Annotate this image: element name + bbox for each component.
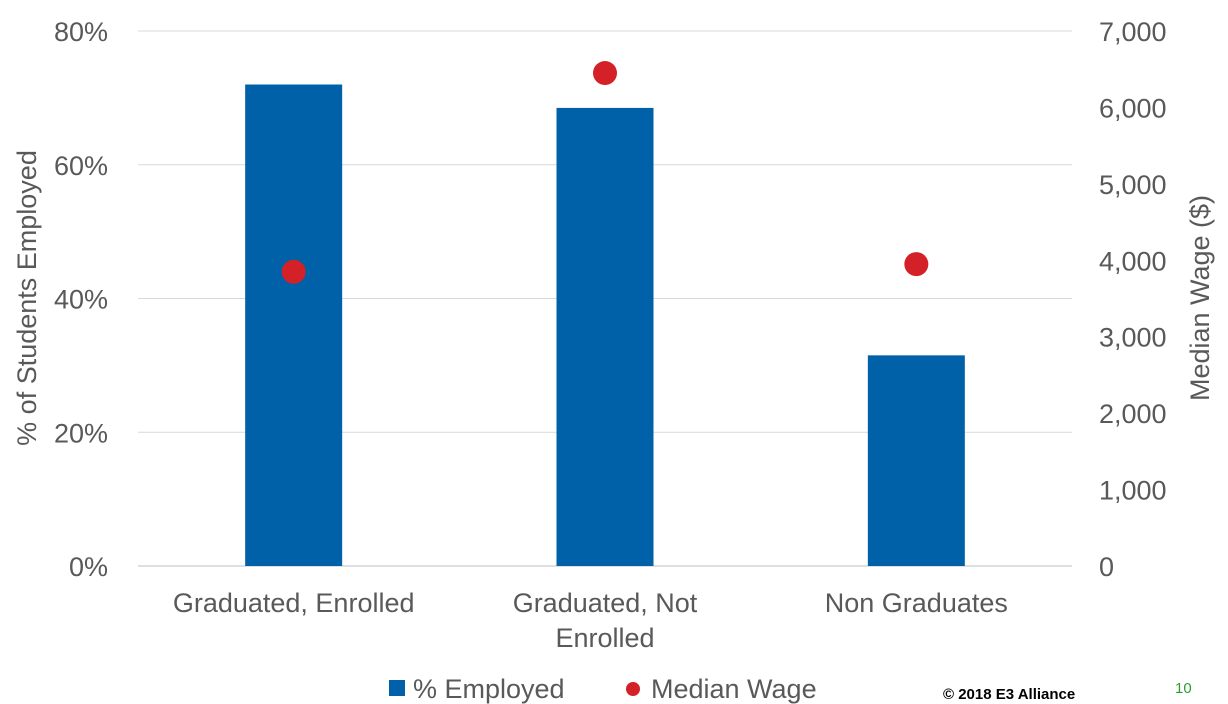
left-axis-tick-label: 40% <box>54 285 108 315</box>
legend-swatch-employed <box>389 680 405 696</box>
point-median-wage <box>281 259 306 284</box>
legend-marker-median-wage <box>626 682 640 696</box>
category-label-line: Graduated, Not <box>513 588 698 618</box>
wage-points <box>281 61 929 284</box>
right-axis-tick-label: 6,000 <box>1099 93 1167 123</box>
category-label-line: Non Graduates <box>825 588 1008 618</box>
right-axis-tick-label: 1,000 <box>1099 476 1167 506</box>
legend-label-employed: % Employed <box>413 674 565 704</box>
category-label: Graduated, Enrolled <box>173 588 415 618</box>
right-axis-title: Median Wage ($) <box>1185 195 1215 401</box>
legend-label-median-wage: Median Wage <box>651 674 817 704</box>
category-label: Non Graduates <box>825 588 1008 618</box>
bar-employed <box>867 355 965 566</box>
left-axis-tick-label: 0% <box>69 552 108 582</box>
left-axis-tick-label: 80% <box>54 17 108 47</box>
category-labels: Graduated, Enrolled Graduated, Not Enrolle… <box>173 588 1008 653</box>
point-median-wage <box>593 61 617 86</box>
right-axis-tick-label: 3,000 <box>1099 323 1167 353</box>
category-label-line: Enrolled <box>555 623 654 653</box>
right-axis-tick-label: 2,000 <box>1099 399 1167 429</box>
left-axis-title: % of Students Employed <box>12 150 42 446</box>
category-label-line: Graduated, Enrolled <box>173 588 415 618</box>
left-axis-ticks: 0% 20% 40% 60% 80% <box>54 17 108 582</box>
left-axis-tick-label: 60% <box>54 151 108 181</box>
legend: % Employed Median Wage <box>389 674 817 704</box>
right-axis-ticks: 0 1,000 2,000 3,000 4,000 5,000 6,000 7,000 <box>1099 17 1167 582</box>
bar-employed <box>556 107 654 566</box>
page-number: 10 <box>1175 680 1192 697</box>
right-axis-tick-label: 7,000 <box>1099 17 1167 47</box>
bar-employed <box>245 84 343 566</box>
point-median-wage <box>904 252 929 277</box>
copyright-notice: © 2018 E3 Alliance <box>943 686 1076 703</box>
employed-bars <box>245 84 965 566</box>
category-label: Graduated, Not Enrolled <box>513 588 698 653</box>
left-axis-tick-label: 20% <box>54 418 108 448</box>
right-axis-tick-label: 5,000 <box>1099 170 1167 200</box>
right-axis-tick-label: 4,000 <box>1099 246 1167 276</box>
right-axis-tick-label: 0 <box>1099 552 1114 582</box>
